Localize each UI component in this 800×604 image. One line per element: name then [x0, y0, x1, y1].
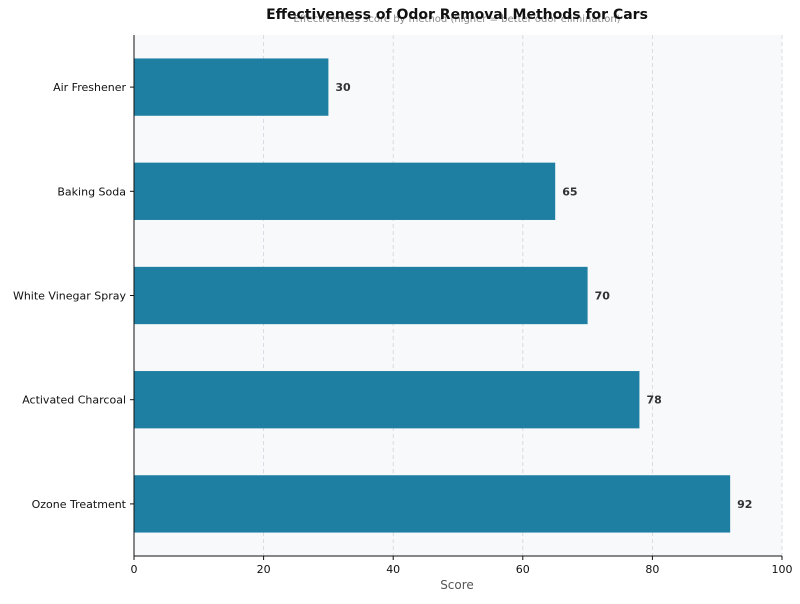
- x-tick-label: 40: [386, 563, 400, 576]
- y-tick-label: Ozone Treatment: [32, 498, 127, 511]
- data-label: 78: [646, 394, 661, 407]
- bar: [134, 266, 588, 325]
- chart-subtitle: Effectiveness score by method (higher = …: [293, 14, 620, 25]
- bar: [134, 371, 640, 429]
- x-axis-label: Score: [440, 578, 474, 592]
- bar: [134, 475, 731, 533]
- data-label: 92: [737, 498, 752, 511]
- y-tick-label: Baking Soda: [57, 185, 126, 198]
- y-tick-label: White Vinegar Spray: [13, 290, 127, 303]
- bars: [134, 58, 731, 533]
- y-tick-label: Activated Charcoal: [22, 394, 126, 407]
- bar: [134, 162, 556, 220]
- x-tick-label: 80: [645, 563, 659, 576]
- x-tick-label: 20: [257, 563, 271, 576]
- y-tick-label: Air Freshener: [53, 81, 126, 94]
- chart-title: Effectiveness of Odor Removal Methods fo…: [266, 7, 648, 23]
- x-tick-label: 100: [772, 563, 793, 576]
- data-label: 30: [335, 81, 351, 94]
- x-tick-label: 0: [131, 563, 138, 576]
- x-tick-label: 60: [516, 563, 530, 576]
- data-labels: 30 65 70 78 92: [335, 81, 752, 511]
- data-label: 70: [595, 290, 611, 303]
- bar: [134, 58, 329, 116]
- data-label: 65: [562, 185, 577, 198]
- tick-labels: Air Freshener Baking Soda White Vinegar Sp…: [13, 81, 793, 576]
